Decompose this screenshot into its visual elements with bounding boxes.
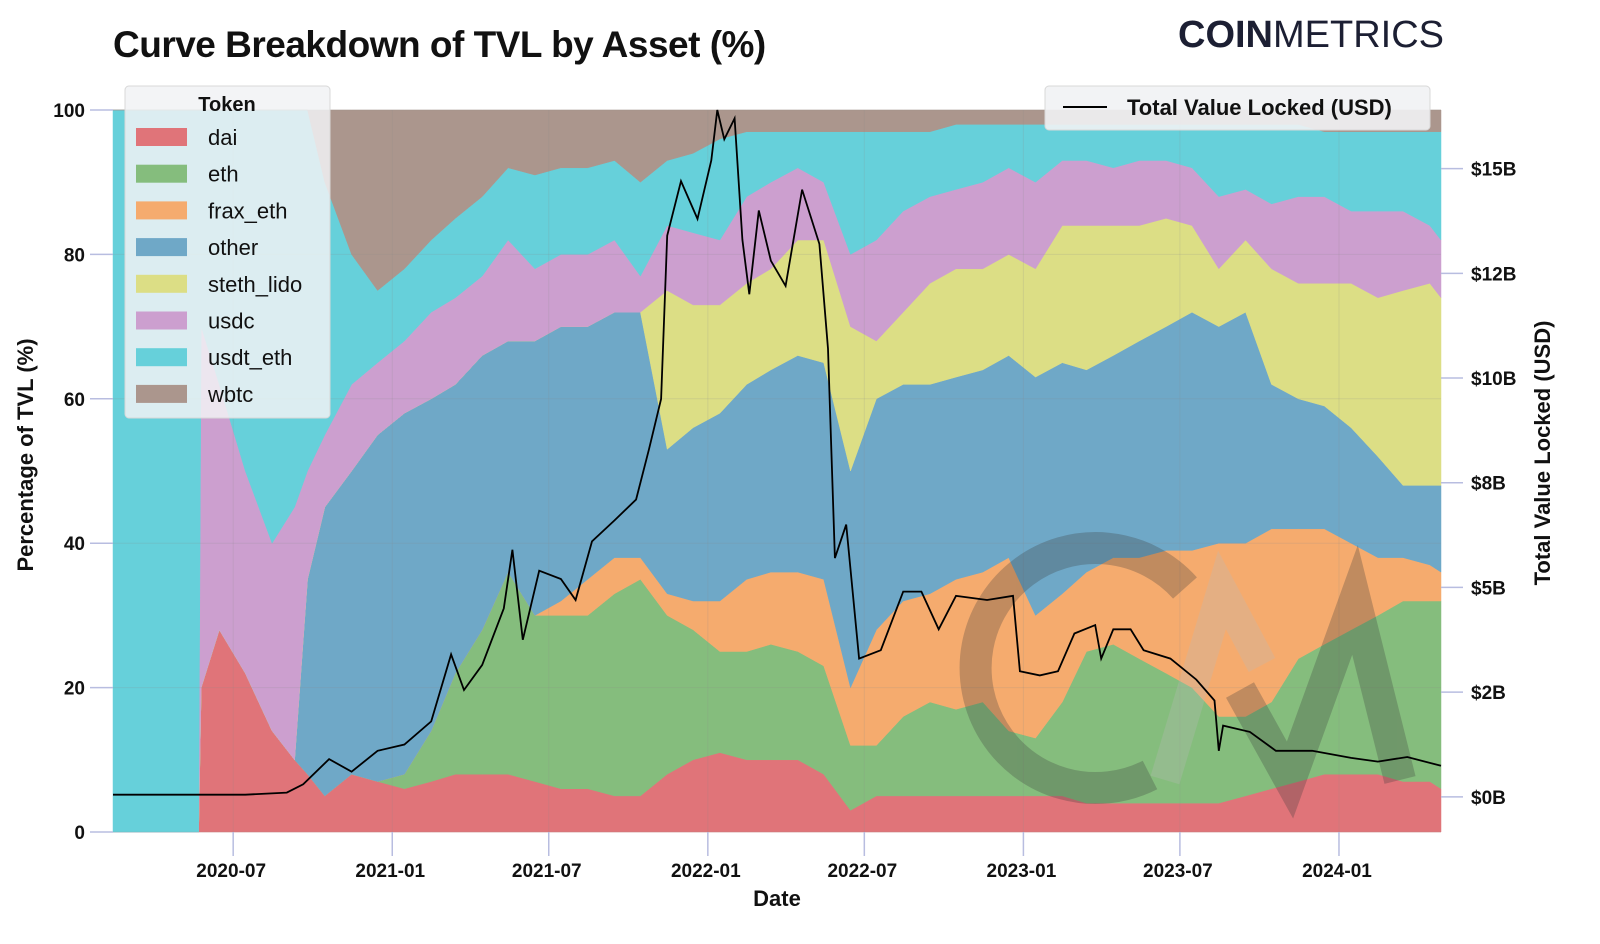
- axes: 2020-07 2021-01 2021-07 2022-01 2022-07 2023-…: [53, 101, 1516, 882]
- y2-tick-label: $5B: [1471, 578, 1506, 599]
- logo-light: METRICS: [1273, 14, 1444, 56]
- chart-title: Curve Breakdown of TVL by Asset (%): [113, 24, 766, 65]
- legend-swatch-dai: [136, 128, 187, 146]
- y2-tick-label: $0B: [1471, 788, 1506, 809]
- legend-swatch-eth: [136, 164, 187, 183]
- legend-swatch-frax_eth: [136, 201, 187, 220]
- y-tick-label: 60: [64, 390, 85, 411]
- x-tick-label: 2024-01: [1302, 861, 1372, 882]
- y2-tick-label: $2B: [1471, 683, 1506, 704]
- legend-swatch-usdt_eth: [136, 348, 187, 367]
- area-wbtc: [113, 109, 1442, 291]
- legend-swatch-other: [136, 238, 187, 257]
- y-tick-label: 40: [64, 534, 85, 555]
- coinmetrics-logo: COINMETRICS: [1178, 14, 1444, 57]
- y2-tick-label: $12B: [1471, 264, 1516, 285]
- legend-label-usdt_eth: usdt_eth: [208, 345, 292, 370]
- x-tick-label: 2022-07: [827, 861, 897, 882]
- legend-tvl-label: Total Value Locked (USD): [1127, 95, 1392, 120]
- x-tick-label: 2023-07: [1143, 861, 1213, 882]
- legend-swatch-wbtc: [136, 384, 187, 403]
- y-tick-label: 80: [64, 245, 85, 266]
- legend-label-wbtc: wbtc: [207, 382, 253, 407]
- tvl-line: [113, 109, 1442, 796]
- legend-label-steth_lido: steth_lido: [208, 272, 302, 297]
- y2-tick-label: $8B: [1471, 474, 1506, 495]
- legend-label-frax_eth: frax_eth: [208, 198, 288, 223]
- x-tick-label: 2021-07: [512, 861, 582, 882]
- logo-bold: COIN: [1178, 14, 1273, 56]
- y-axis-title: Percentage of TVL (%): [13, 338, 38, 571]
- x-tick-label: 2020-07: [196, 861, 266, 882]
- x-tick-label: 2022-01: [671, 861, 741, 882]
- legend-label-dai: dai: [208, 125, 237, 150]
- x-tick-label: 2023-01: [987, 861, 1057, 882]
- gridlines: [113, 109, 1441, 833]
- legend-label-usdc: usdc: [208, 309, 254, 334]
- y2-tick-label: $10B: [1471, 369, 1516, 390]
- y2-axis-title: Total Value Locked (USD): [1530, 321, 1555, 586]
- y2-tick-label: $15B: [1471, 160, 1516, 181]
- legend-swatch-usdc: [136, 311, 187, 330]
- stacked-areas: [112, 109, 1442, 833]
- watermark-logo: [959, 532, 1416, 819]
- y-tick-label: 0: [74, 823, 85, 844]
- legend-title: Token: [198, 94, 255, 116]
- tvl-legend: Total Value Locked (USD): [1044, 85, 1431, 131]
- x-tick-label: 2021-01: [355, 861, 425, 882]
- y-tick-label: 20: [64, 679, 85, 700]
- y-tick-label: 100: [53, 101, 85, 122]
- legend-swatch-steth_lido: [136, 274, 187, 293]
- legend-label-eth: eth: [208, 162, 239, 187]
- x-axis-title: Date: [753, 886, 801, 911]
- legend-label-other: other: [208, 235, 258, 260]
